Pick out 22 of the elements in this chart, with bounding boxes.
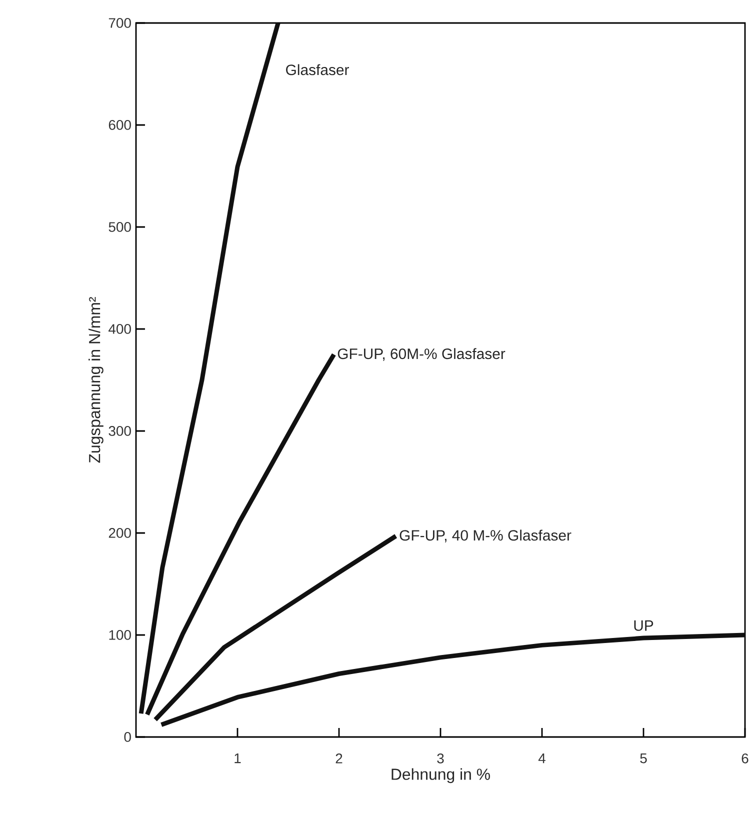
y-tick-label: 500 [108,222,131,232]
x-tick-label: 5 [640,754,647,764]
series-label: GF-UP, 40 M-% Glasfaser [400,530,572,542]
y-tick-label: 600 [108,120,131,130]
y-tick-label: 100 [109,630,131,640]
y-tick-label: 400 [108,324,131,334]
y-axis-title: Zugspannung in N/mm² [88,297,104,463]
line-series [159,632,748,728]
y-tick-label: 200 [108,528,131,538]
x-tick-label: 4 [538,754,546,764]
y-tick-label: 300 [108,426,131,436]
line-series [153,534,398,722]
y-tick-label: 0 [124,732,131,742]
x-tick-label: 2 [336,753,342,764]
series-label: UP [634,620,654,631]
y-tick-label: 700 [108,18,131,28]
x-axis-title: Dehnung in % [392,768,490,784]
series-label: GF-UP, 60M-% Glasfaser [338,348,506,361]
x-tick-label: 3 [437,753,444,764]
series-label: Glasfaser [286,64,349,76]
x-tick-label: 6 [742,753,748,764]
x-tick-label: 1 [234,754,241,764]
